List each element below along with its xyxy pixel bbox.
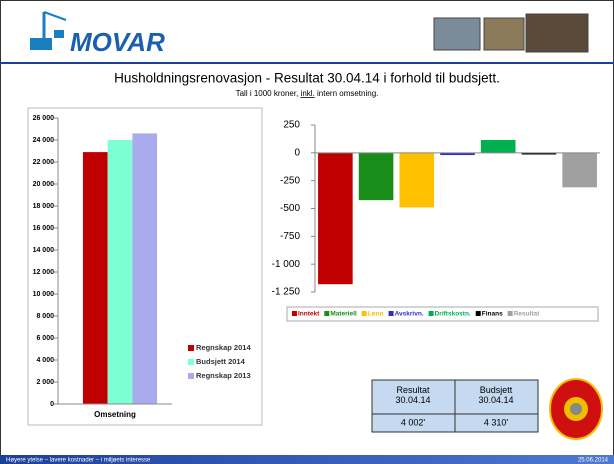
y-tick-label: 16 000 <box>33 225 55 232</box>
legend-swatch <box>362 311 367 316</box>
legend-swatch <box>292 311 297 316</box>
subtitle-part: Tall i 1000 kroner, <box>236 89 301 98</box>
y-tick-label: -750 <box>280 231 300 242</box>
subtitle-part: intern omsetning. <box>315 89 379 98</box>
legend-swatch <box>188 359 194 365</box>
bar <box>562 153 597 188</box>
legend-label: Inntekt <box>298 311 320 318</box>
y-tick-label: 2 000 <box>36 379 54 386</box>
y-tick-label: 4 000 <box>36 357 54 364</box>
footer-date: 25.06.2014 <box>578 458 609 464</box>
footer-slogan: Høyere ytelse – lavere kostnader – i mil… <box>6 458 151 464</box>
table-cell: 4 310' <box>484 417 509 427</box>
bar <box>132 133 157 404</box>
y-tick-label: 250 <box>283 120 300 131</box>
table-header-line: Resultat <box>396 385 430 395</box>
y-tick-label: 0 <box>294 147 300 158</box>
bar <box>359 153 394 200</box>
legend-swatch <box>188 345 194 351</box>
bar <box>399 153 434 208</box>
y-tick-label: 20 000 <box>33 181 55 188</box>
table-header-line: 30.04.14 <box>395 395 430 405</box>
slide-subtitle: Tall i 1000 kroner, inkl. intern omsetni… <box>236 89 379 98</box>
subtitle-part: inkl. <box>301 89 315 98</box>
legend-swatch <box>389 311 394 316</box>
y-tick-label: 12 000 <box>33 269 55 276</box>
y-tick-label: 14 000 <box>33 247 55 254</box>
legend-label: Materiell <box>330 311 357 318</box>
y-tick-label: 26 000 <box>33 115 55 122</box>
y-tick-label: 24 000 <box>33 137 55 144</box>
slide: MOVAR Husholdningsrenovasjon - Resultat … <box>0 0 614 464</box>
legend-label: Finans <box>482 311 503 318</box>
legend-swatch <box>476 311 481 316</box>
legend-label: Regnskap 2014 <box>196 343 251 352</box>
x-tick-label: Omsetning <box>94 410 136 419</box>
legend-swatch <box>188 373 194 379</box>
y-tick-label: -250 <box>280 175 300 186</box>
header-photo <box>484 18 524 50</box>
legend-label: Avskrivn. <box>395 311 424 318</box>
legend-label: Driftskostn. <box>435 311 471 318</box>
legend-swatch <box>429 311 434 316</box>
y-tick-label: -500 <box>280 203 300 214</box>
bar <box>83 152 108 404</box>
y-tick-label: 22 000 <box>33 159 55 166</box>
legend-swatch <box>324 311 329 316</box>
y-tick-label: 10 000 <box>33 291 55 298</box>
header-photo <box>434 18 480 50</box>
emblem <box>550 379 602 439</box>
legend-swatch <box>508 311 513 316</box>
legend-label: Lønn <box>368 311 384 318</box>
table-cell: 4 002' <box>401 417 426 427</box>
logo-text: MOVAR <box>70 27 165 57</box>
y-tick-label: 8 000 <box>36 313 54 320</box>
y-tick-label: 18 000 <box>33 203 55 210</box>
slide-title: Husholdningsrenovasjon - Resultat 30.04.… <box>114 71 500 86</box>
legend-label: Resultat <box>514 311 540 318</box>
y-tick-label: 0 <box>50 401 54 408</box>
legend-label: Budsjett 2014 <box>196 357 246 366</box>
y-tick-label: 6 000 <box>36 335 54 342</box>
y-tick-label: -1 000 <box>272 259 301 270</box>
legend-label: Regnskap 2013 <box>196 371 251 380</box>
header-photo <box>526 14 588 52</box>
bar <box>108 140 133 404</box>
bar <box>481 140 516 153</box>
y-tick-label: -1 250 <box>272 287 301 298</box>
table-header-line: 30.04.14 <box>478 395 513 405</box>
bar <box>318 153 353 284</box>
table-header-line: Budsjett <box>480 385 513 395</box>
